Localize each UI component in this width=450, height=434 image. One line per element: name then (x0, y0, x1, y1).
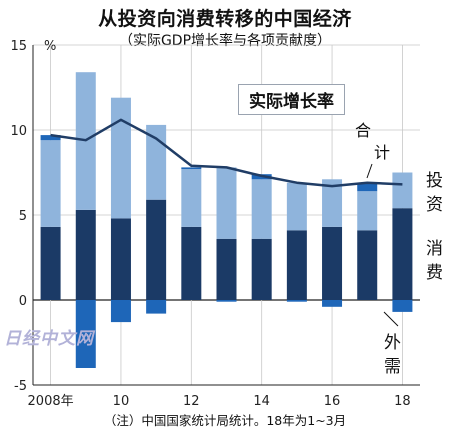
bar-investment (286, 182, 307, 231)
bar-consumption (357, 230, 378, 300)
bar-consumption (322, 226, 343, 300)
label-consumption-line-1: 消 (426, 239, 443, 259)
label-external-pointer (383, 311, 399, 327)
bar-investment (392, 172, 413, 209)
label-investment-line-1: 投 (426, 171, 443, 191)
chart-title: 从投资向消费转移的中国经济 (98, 8, 352, 30)
label-total-line-2: 计 (374, 143, 390, 162)
bar-investment (357, 191, 378, 231)
label-total-pointer (366, 163, 373, 179)
bar-consumption (251, 238, 272, 300)
y-tick-label: 10 (10, 124, 27, 139)
label-investment-line-2: 资 (426, 195, 443, 215)
label-external-line-1: 外 (384, 333, 401, 353)
bar-consumption (110, 218, 131, 300)
bar-consumption (216, 238, 237, 300)
bar-investment (251, 179, 272, 239)
y-tick-label: 5 (19, 209, 27, 224)
bar-external-demand (75, 300, 96, 368)
x-tick-label: 14 (253, 394, 270, 409)
callout-real-growth-rate: 实际增长率 (238, 84, 345, 115)
x-tick-label: 2008年 (28, 394, 74, 409)
y-tick-label: 15 (10, 39, 27, 54)
bar-external-demand (110, 300, 131, 323)
bar-consumption (392, 208, 413, 300)
bar-external-demand (357, 182, 378, 192)
footnote: （注）中国国家统计局统计。18年为1~3月 (103, 413, 347, 428)
bar-investment (216, 167, 237, 239)
bar-consumption (286, 230, 307, 300)
line-total-growth (50, 118, 403, 188)
bar-investment (110, 97, 131, 219)
bar-external-demand (146, 300, 167, 314)
x-tick-label: 12 (183, 394, 200, 409)
label-consumption-line-2: 费 (426, 263, 443, 283)
x-tick-label: 16 (324, 394, 341, 409)
bar-external-demand (216, 300, 237, 302)
bar-consumption (75, 209, 96, 300)
bar-external-demand (286, 300, 307, 302)
label-total-line-1: 合 (355, 121, 371, 140)
bar-investment (40, 140, 61, 227)
y-axis-unit: % (44, 39, 56, 54)
bar-investment (181, 169, 202, 227)
bar-external-demand (322, 300, 343, 307)
bar-external-demand (392, 300, 413, 312)
y-tick-label: 0 (19, 294, 27, 309)
bar-external-demand (181, 167, 202, 170)
y-tick-label: -5 (14, 379, 27, 394)
x-tick-label: 18 (394, 394, 411, 409)
bar-consumption (146, 199, 167, 300)
bar-external-demand (40, 135, 61, 141)
bar-investment (322, 179, 343, 227)
bar-consumption (181, 226, 202, 300)
label-external-line-2: 需 (384, 357, 401, 377)
x-tick-label: 10 (113, 394, 130, 409)
bar-consumption (40, 226, 61, 300)
watermark: 日经中文网 (4, 329, 94, 349)
